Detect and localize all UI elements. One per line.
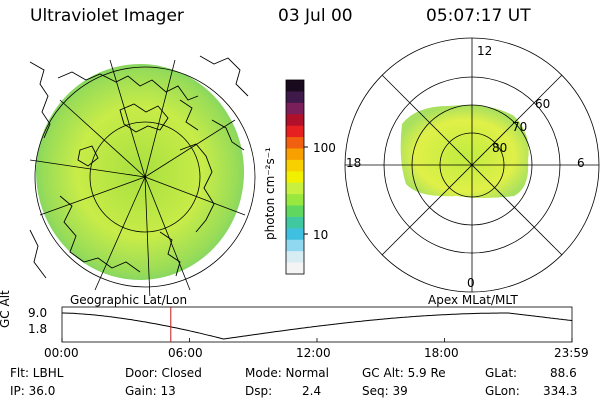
- colorbar-segment: [286, 102, 304, 115]
- colorbar-segment: [286, 159, 304, 172]
- geographic-map: [29, 55, 256, 296]
- colorbar-segment: [286, 262, 304, 275]
- colorbar-segment: [286, 182, 304, 195]
- info-glat-value: 88.6: [550, 366, 577, 380]
- info-ip: IP: 36.0: [10, 384, 56, 398]
- colorbar-segment: [286, 171, 304, 184]
- colorbar-tick-10: 10: [313, 228, 329, 242]
- polar-label-18: 18: [346, 156, 362, 170]
- info-seq: Seq: 39: [362, 384, 408, 398]
- polar-label-70: 70: [512, 120, 528, 134]
- polar-label-60: 60: [535, 97, 551, 111]
- colorbar: [285, 79, 308, 275]
- info-gc-alt: GC Alt: 5.9 Re: [362, 366, 446, 380]
- colorbar-segment: [286, 205, 304, 218]
- colorbar-segment: [286, 251, 304, 264]
- timeline-ytick-1-8: 1.8: [28, 322, 48, 336]
- colorbar-segment: [286, 239, 304, 252]
- timeline-xtick-1200: 12:00: [296, 346, 331, 360]
- colorbar-segment: [286, 194, 304, 207]
- info-glon-value: 334.3: [543, 384, 578, 398]
- info-mode: Mode: Normal: [245, 366, 329, 380]
- timeline-ytick-9: 9.0: [28, 306, 48, 320]
- polar-label-0: 0: [467, 276, 475, 290]
- info-dsp-label: Dsp:: [245, 384, 273, 398]
- timeline-xtick-0000: 00:00: [44, 346, 79, 360]
- app-title: Ultraviolet Imager: [30, 6, 184, 26]
- apex-panel-label: Apex MLat/MLT: [428, 293, 518, 307]
- info-glat-label: GLat:: [485, 366, 518, 380]
- colorbar-segment: [286, 91, 304, 104]
- colorbar-segment: [286, 80, 304, 92]
- colorbar-segment: [286, 216, 304, 229]
- polar-plot: [344, 37, 600, 293]
- timeline-xtick-1800: 18:00: [424, 346, 459, 360]
- info-filter: Flt: LBHL: [10, 366, 64, 380]
- polar-label-12: 12: [477, 44, 493, 58]
- info-dsp-value: 2.4: [302, 384, 322, 398]
- timeline-xtick-0600: 06:00: [168, 346, 203, 360]
- polar-label-6: 6: [577, 156, 585, 170]
- colorbar-segment: [286, 228, 304, 241]
- geographic-panel-label: Geographic Lat/Lon: [70, 293, 188, 307]
- colorbar-segment: [286, 148, 304, 161]
- polar-label-80: 80: [492, 141, 508, 155]
- date-label: 03 Jul 00: [278, 6, 353, 26]
- timeline-xtick-2359: 23:59: [554, 346, 589, 360]
- colorbar-unit-label: photon cm⁻²s⁻¹: [263, 147, 277, 240]
- aurora-image-polar: [400, 105, 529, 198]
- info-door: Door: Closed: [125, 366, 202, 380]
- timeline-plot: [61, 306, 573, 343]
- timeline-ylabel: GC Alt: [0, 290, 12, 328]
- info-glon-label: GLon:: [485, 384, 520, 398]
- colorbar-segment: [286, 137, 304, 149]
- colorbar-segment: [286, 125, 304, 138]
- time-label: 05:07:17 UT: [426, 6, 531, 26]
- colorbar-tick-100: 100: [313, 141, 336, 155]
- colorbar-segment: [286, 114, 304, 127]
- info-gain: Gain: 13: [125, 384, 176, 398]
